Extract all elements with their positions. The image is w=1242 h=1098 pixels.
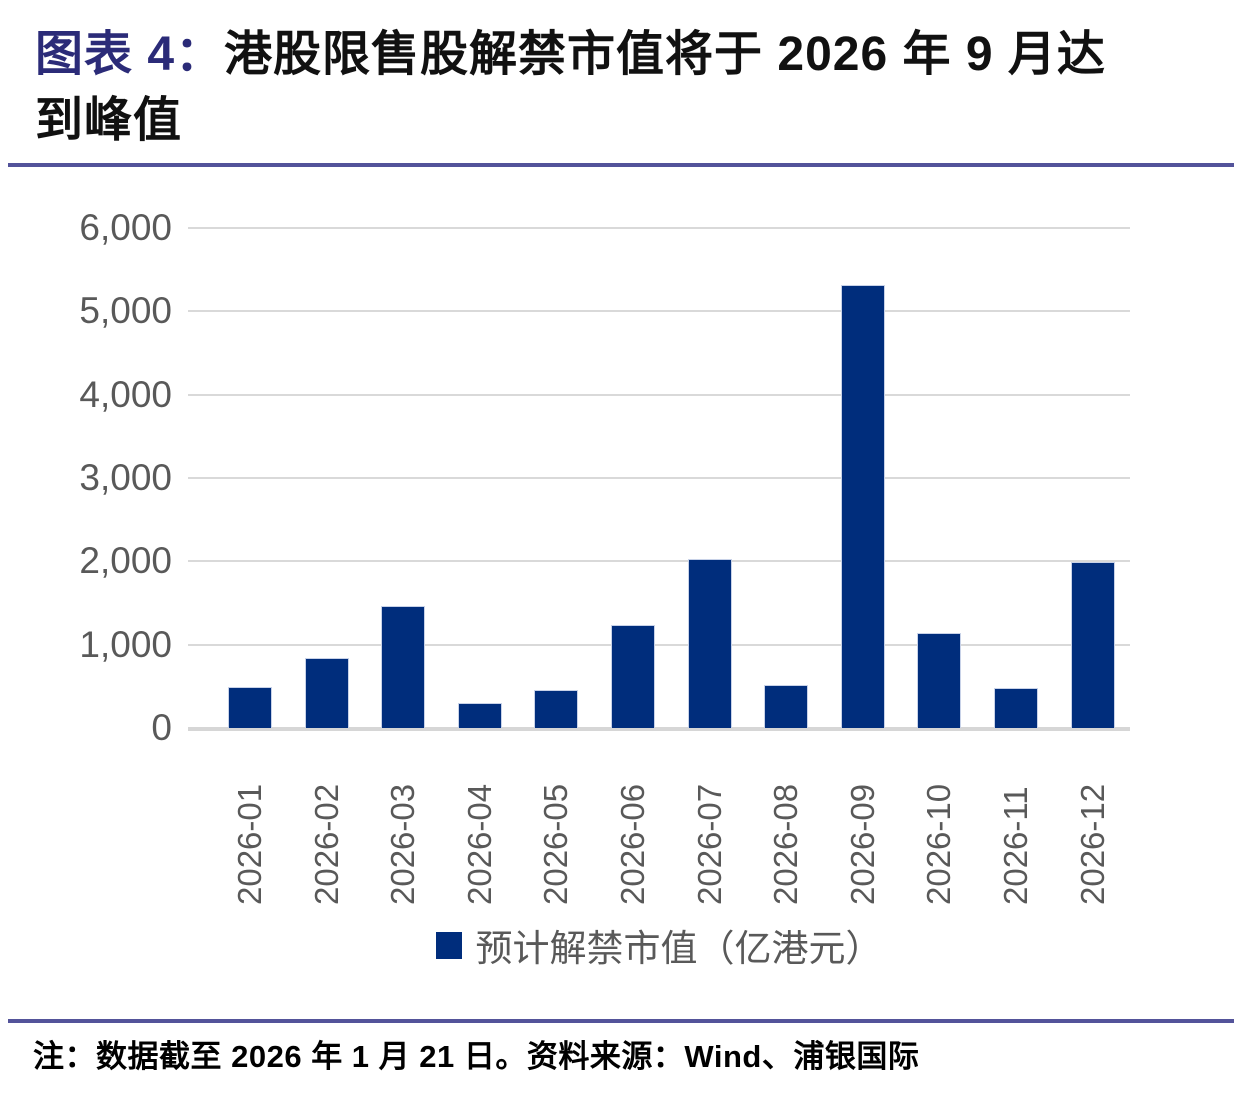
legend: 预计解禁市值（亿港元） [188,920,1130,970]
x-tick-label-2026-04: 2026-04 [461,783,498,905]
x-tick-label-2026-11: 2026-11 [997,786,1034,905]
x-tick-label-2026-01: 2026-01 [231,783,268,905]
x-tick-label-2026-03: 2026-03 [384,783,421,905]
x-tick-label-2026-06: 2026-06 [614,783,651,905]
bar-2026-12 [1071,562,1115,728]
x-tick-label-2026-05: 2026-05 [537,783,574,905]
bar-2026-08 [764,685,808,728]
gridline [188,310,1130,313]
title-rule [8,163,1234,167]
bar-2026-04 [458,703,502,728]
gridline [188,727,1130,731]
gridline [188,477,1130,479]
y-tick-label: 0 [151,707,172,748]
x-tick-label-2026-07: 2026-07 [691,783,728,905]
x-tick-label-2026-12: 2026-12 [1074,783,1111,905]
bar-2026-10 [917,633,961,728]
bar-2026-02 [305,658,349,728]
plot-area [188,227,1130,731]
gridline [188,643,1130,646]
bar-2026-03 [381,606,425,728]
legend-swatch [435,931,462,959]
source-note: 注：数据截至 2026 年 1 月 21 日。资料来源：Wind、浦银国际 [33,1039,920,1074]
y-tick-label: 6,000 [79,207,172,248]
x-tick-label-2026-02: 2026-02 [308,783,345,905]
chart-title-line2: 到峰值 [35,94,183,147]
y-tick-label: 3,000 [79,457,172,498]
chart-title-prefix: 图表 4： [35,28,225,81]
chart-title-line1: 港股限售股解禁市值将于 2026 年 9 月达 [224,28,1106,81]
gridline [188,560,1130,563]
bar-chart: 0 1,000 2,000 3,000 4,000 5,000 6,000 2026-01 2… [79,207,1130,970]
chart-title: 图表 4：港股限售股解禁市值将于 2026 年 9 月达 到峰值 [35,22,1215,154]
gridline [188,227,1130,229]
y-tick-label: 4,000 [79,373,172,415]
bar-2026-11 [994,688,1038,728]
bar-2026-01 [228,687,272,728]
bar-2026-05 [534,690,578,728]
y-tick-label: 5,000 [79,290,172,332]
x-tick-label-2026-09: 2026-09 [844,783,881,905]
y-tick-label: 1,000 [79,623,172,665]
bar-2026-06 [611,625,655,728]
legend-label: 预计解禁市值（亿港元） [475,928,883,969]
footer-rule [8,1019,1234,1023]
x-tick-label-2026-10: 2026-10 [920,783,957,905]
bar-2026-07 [688,559,732,728]
gridline [188,393,1130,396]
bar-2026-09 [841,285,885,728]
x-tick-label-2026-08: 2026-08 [767,783,804,905]
y-tick-label: 2,000 [79,540,172,582]
